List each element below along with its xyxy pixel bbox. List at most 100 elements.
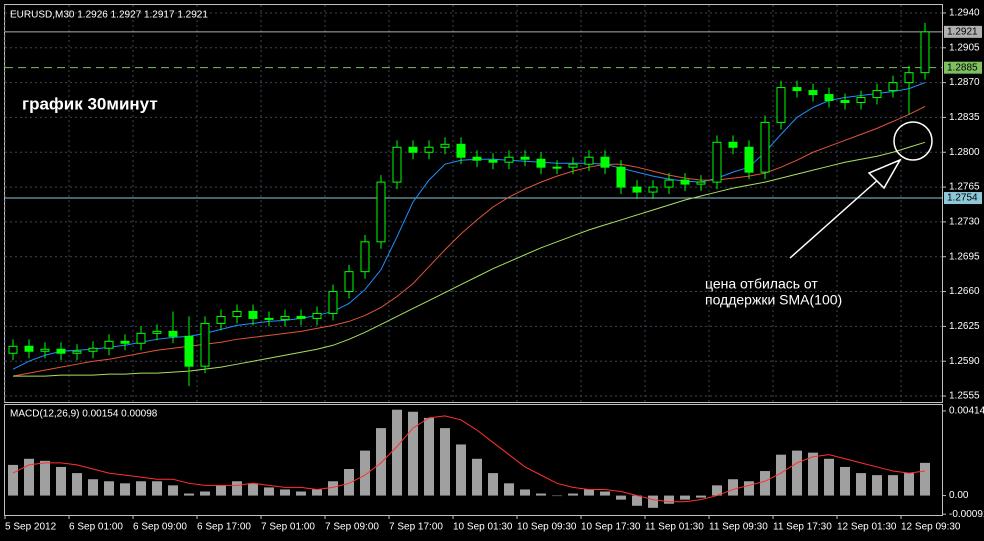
annotation: график 30минут [22, 94, 158, 113]
candle-body [328, 291, 338, 314]
candle-body [184, 335, 194, 367]
candle-body [520, 156, 530, 160]
candle-body [680, 179, 690, 185]
candle-body [72, 350, 82, 354]
candle-body [216, 315, 226, 324]
macd-bar [808, 452, 818, 496]
macd-bar [792, 450, 802, 496]
macd-bar [600, 491, 610, 496]
x-tick-label: 11 Sep 01:30 [645, 522, 704, 533]
macd-bar [760, 471, 770, 496]
macd-bar [616, 495, 626, 500]
candle-body [424, 146, 434, 153]
candle-body [632, 186, 642, 193]
candle-body [776, 87, 786, 123]
x-tick-label: 11 Sep 17:30 [773, 522, 832, 533]
macd-bar [280, 489, 290, 496]
x-tick-label: 10 Sep 17:30 [581, 522, 641, 533]
candle-body [744, 146, 754, 173]
candle-body [456, 143, 466, 158]
macd-bar [648, 495, 658, 508]
candle-body [440, 143, 450, 148]
x-tick-label: 12 Sep 01:30 [837, 522, 897, 533]
sma-line [13, 141, 926, 377]
candle-body [504, 156, 514, 163]
macd-bar [312, 489, 322, 496]
candle-body [408, 146, 418, 153]
macd-bar [680, 495, 690, 500]
x-tick-label: 6 Sep 09:00 [133, 522, 187, 533]
macd-bar [712, 485, 722, 496]
candle-body [808, 90, 818, 96]
candle-body [536, 158, 546, 168]
candle-body [760, 121, 770, 173]
macd-bar [248, 483, 258, 496]
y-tick-label: 1.2905 [949, 42, 980, 53]
macd-bar [104, 481, 114, 496]
x-tick-label: 7 Sep 17:00 [389, 522, 443, 533]
macd-bar [776, 454, 786, 496]
candle-body [648, 186, 658, 193]
macd-bar [184, 493, 194, 496]
macd-bar [200, 491, 210, 496]
y-tick-label: 1.2555 [949, 391, 980, 402]
price-box [944, 61, 982, 74]
candle-body [248, 310, 258, 319]
candle-body [568, 163, 578, 168]
candle-body [136, 332, 146, 344]
candle-body [600, 156, 610, 168]
candle-body [712, 141, 722, 183]
candle-body [280, 315, 290, 320]
candle-body [472, 156, 482, 161]
candle-body [24, 345, 34, 352]
note-line: поддержки SMA(100) [705, 292, 842, 308]
candle-body [88, 347, 98, 352]
macd-bar [360, 450, 370, 496]
macd-bar [408, 411, 418, 496]
y-tick-label: 1.2765 [949, 182, 980, 193]
sma-line [12, 106, 926, 377]
signal-line [12, 415, 926, 503]
arrow-head [867, 158, 902, 190]
macd-bar [584, 489, 594, 496]
macd-title: MACD(12,26,9) 0.00154 0.00098 [10, 409, 158, 420]
candle-body [664, 179, 674, 188]
chart-title: EURUSD,M30 1.2926 1.2927 1.2917 1.2921 [10, 10, 208, 21]
candle-body [152, 330, 162, 334]
candle-body [168, 330, 178, 337]
y-tick-label: 1.2625 [949, 321, 980, 332]
price-box [944, 192, 982, 205]
macd-bar [568, 493, 578, 496]
candle-body [296, 315, 306, 319]
macd-bar [328, 481, 338, 496]
macd-bar [888, 475, 898, 496]
y-tick-label: 1.2660 [949, 286, 980, 297]
x-tick-label: 12 Sep 09:30 [901, 522, 961, 533]
candle-body [40, 348, 50, 352]
y-tick-label: 1.2730 [949, 217, 980, 228]
macd-bar [120, 483, 130, 496]
candle-body [792, 87, 802, 92]
macd-bar [872, 475, 882, 496]
macd-bar [136, 481, 146, 496]
x-tick-label: 10 Sep 01:30 [453, 522, 513, 533]
candle-body [552, 166, 562, 169]
macd-bar [168, 485, 178, 496]
main-frame [4, 4, 943, 403]
y-tick-label: -0.00091 [949, 509, 984, 520]
macd-bar [520, 489, 530, 496]
sma-line [12, 82, 926, 370]
candle-body [728, 141, 738, 148]
x-tick-label: 5 Sep 2012 [5, 522, 57, 533]
candle-body [360, 241, 370, 273]
macd-bar [856, 473, 866, 496]
y-tick-label: 0.00414 [949, 406, 984, 417]
candle-body [920, 31, 930, 74]
price-label: 1.2921 [947, 27, 978, 38]
macd-bar [488, 473, 498, 496]
price-box [944, 25, 982, 38]
candle-body [904, 72, 914, 84]
candle-body [312, 312, 322, 319]
